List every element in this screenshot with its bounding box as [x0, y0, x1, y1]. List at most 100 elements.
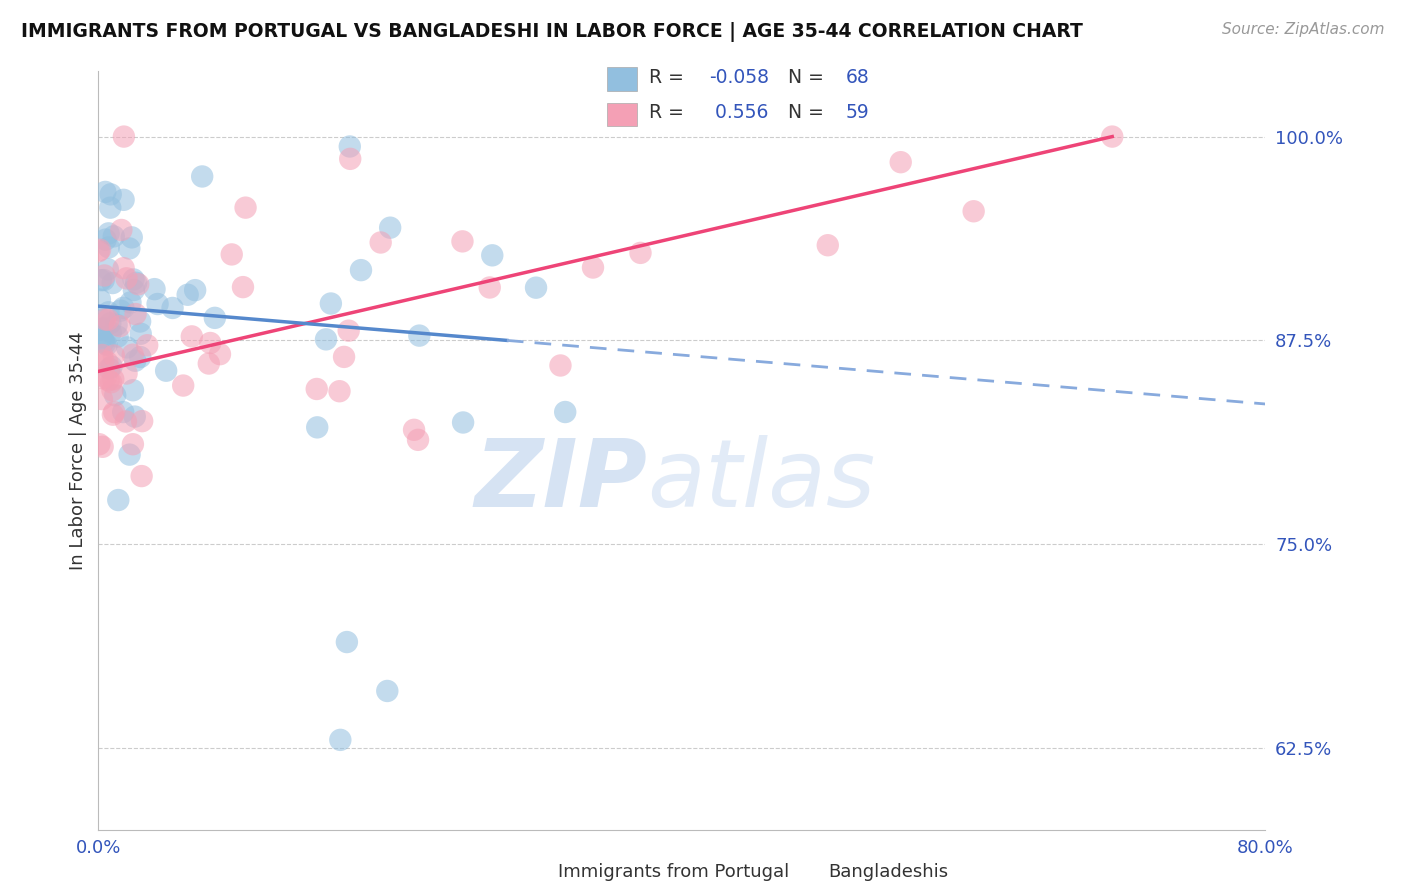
Point: [100, 359, 122, 374]
Point: [93, 273, 115, 287]
Point: [96, 338, 118, 352]
Point: [105, 318, 128, 332]
Point: [93, 313, 115, 327]
Point: [162, 301, 184, 315]
Point: [98, 361, 121, 376]
Point: [307, 420, 329, 434]
Text: -0.058: -0.058: [710, 68, 769, 87]
Point: [112, 193, 135, 207]
Point: [180, 329, 202, 343]
Point: [524, 281, 547, 295]
Point: [408, 328, 430, 343]
Point: [87, 244, 110, 259]
Point: [90, 330, 112, 344]
Point: [90, 273, 112, 287]
Text: N =: N =: [787, 103, 830, 122]
Point: [93, 334, 115, 349]
Point: [122, 383, 145, 397]
Point: [94, 370, 117, 384]
Point: [124, 353, 146, 368]
Point: [125, 276, 148, 290]
Point: [100, 376, 122, 390]
Point: [110, 223, 132, 237]
Point: [90, 322, 112, 336]
Point: [94, 233, 117, 247]
Point: [115, 271, 138, 285]
Point: [1101, 129, 1123, 144]
Point: [582, 260, 605, 275]
Point: [176, 287, 198, 301]
Point: [101, 384, 124, 398]
Point: [129, 326, 152, 341]
Point: [204, 310, 226, 325]
Point: [370, 235, 392, 250]
Point: [127, 277, 149, 292]
Point: [337, 324, 360, 338]
Point: [104, 388, 127, 402]
Point: [112, 405, 135, 419]
Point: [208, 347, 231, 361]
Point: [339, 139, 361, 153]
Point: [121, 348, 143, 362]
Point: [478, 280, 501, 294]
Text: Immigrants from Portugal: Immigrants from Portugal: [558, 863, 789, 881]
Point: [101, 276, 124, 290]
Point: [100, 326, 122, 340]
Point: [131, 414, 153, 428]
Point: [101, 408, 124, 422]
Point: [406, 433, 429, 447]
Point: [98, 316, 121, 330]
Point: [329, 732, 352, 747]
Point: [103, 229, 125, 244]
Point: [200, 336, 222, 351]
Point: [107, 329, 129, 343]
Point: [122, 437, 145, 451]
Point: [121, 230, 143, 244]
Point: [232, 280, 254, 294]
Point: [91, 353, 114, 368]
Point: [94, 312, 117, 326]
Point: [155, 364, 177, 378]
Point: [96, 355, 118, 369]
Point: [93, 268, 115, 283]
Point: [93, 321, 115, 335]
Point: [451, 235, 474, 249]
Point: [97, 313, 120, 327]
Point: [103, 372, 125, 386]
Point: [315, 332, 337, 346]
Point: [110, 303, 132, 318]
Point: [89, 293, 111, 307]
Point: [89, 437, 111, 451]
Y-axis label: In Labor Force | Age 35-44: In Labor Force | Age 35-44: [69, 331, 87, 570]
Point: [554, 405, 576, 419]
Point: [328, 384, 350, 399]
Point: [100, 187, 122, 202]
Point: [91, 440, 114, 454]
Bar: [606, 67, 637, 91]
Point: [115, 415, 138, 429]
Text: Source: ZipAtlas.com: Source: ZipAtlas.com: [1222, 22, 1385, 37]
Point: [235, 201, 257, 215]
Text: 68: 68: [845, 68, 869, 87]
Point: [184, 283, 207, 297]
Text: Bangladeshis: Bangladeshis: [828, 863, 948, 881]
Point: [817, 238, 839, 252]
Point: [380, 220, 402, 235]
Text: R =: R =: [650, 103, 690, 122]
Point: [118, 242, 141, 256]
Point: [89, 243, 111, 257]
Point: [97, 262, 120, 277]
Point: [221, 247, 243, 261]
Point: [336, 635, 359, 649]
Point: [120, 295, 142, 310]
Point: [115, 340, 138, 354]
Point: [550, 359, 572, 373]
Text: 59: 59: [845, 103, 869, 122]
Point: [103, 405, 125, 419]
Point: [90, 392, 112, 406]
Point: [97, 373, 120, 387]
Text: ZIP: ZIP: [474, 434, 647, 527]
Point: [172, 378, 194, 392]
Point: [124, 409, 146, 424]
Point: [191, 169, 214, 184]
